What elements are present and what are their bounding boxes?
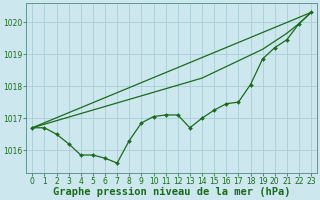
X-axis label: Graphe pression niveau de la mer (hPa): Graphe pression niveau de la mer (hPa) (53, 187, 291, 197)
